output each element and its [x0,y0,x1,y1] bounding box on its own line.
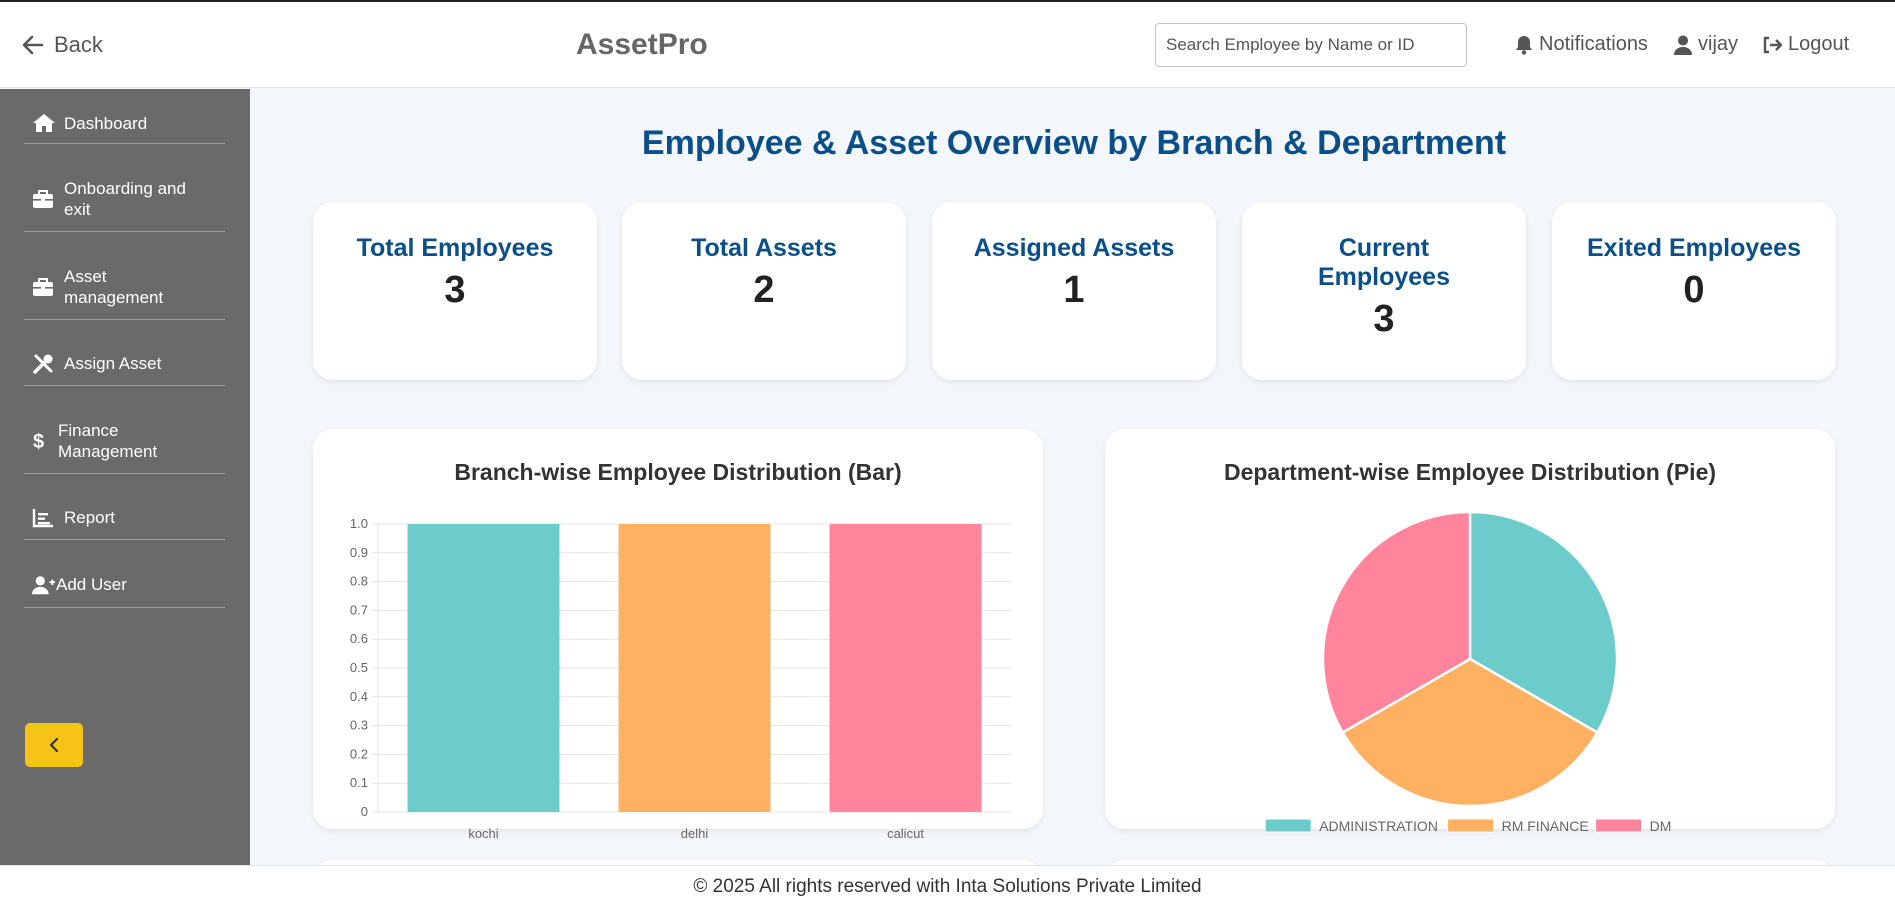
stat-card-exited-employees: Exited Employees 0 [1552,202,1836,380]
sidebar-item-label: Report [64,508,116,527]
chevron-left-icon [49,738,59,752]
back-label: Back [54,32,103,57]
top-border [0,0,1895,2]
sidebar-item-asset-management[interactable]: Asset management [24,254,225,320]
y-tick-label: 0.8 [350,574,368,589]
sidebar-item-label: Asset management [64,266,164,307]
bar-chart-card: Branch-wise Employee Distribution (Bar) … [313,429,1043,841]
notifications-label: Notifications [1539,33,1648,55]
dollar-icon: $ [24,430,52,452]
home-icon [24,113,58,133]
pie-slice [1340,657,1600,808]
user-plus-icon [24,575,56,595]
stat-label: Total Assets [691,234,837,262]
sidebar: Dashboard Onboarding and exit Asset mana… [0,89,250,865]
stat-value: 0 [1683,269,1705,311]
y-tick-label: 0 [361,804,368,819]
user-menu[interactable]: vijay [1674,33,1738,56]
sidebar-item-finance-management[interactable]: $ Finance Management [24,408,225,474]
logout-icon [1763,36,1782,53]
y-tick-label: 0.7 [350,602,368,617]
chart-icon [24,508,58,528]
sidebar-item-label: Finance Management [58,420,158,461]
x-tick-label: kochi [468,826,498,841]
sidebar-item-report[interactable]: Report [24,496,225,540]
sidebar-item-onboarding[interactable]: Onboarding and exit [24,166,225,232]
page-title: Employee & Asset Overview by Branch & De… [641,124,1507,162]
tools-icon [24,353,58,375]
stat-label: Exited Employees [1587,234,1801,262]
app-brand: AssetPro [576,28,708,61]
sidebar-item-label: Assign Asset [64,354,162,373]
pie-slice [1321,510,1472,735]
stat-value: 1 [1063,269,1085,311]
pie-slice [1468,510,1619,735]
footer: © 2025 All rights reserved with Inta Sol… [0,865,1895,907]
y-tick-label: 0.5 [350,660,368,675]
stat-value: 3 [444,269,466,311]
y-tick-label: 1.0 [350,516,368,531]
legend-swatch [1264,818,1312,833]
user-icon [1674,35,1692,55]
stat-value: 3 [1373,298,1395,340]
stat-card-total-employees: Total Employees 3 [313,202,597,380]
legend-swatch [1595,818,1643,833]
stat-label: Total Employees [356,234,554,262]
stat-card-current-employees: Current Employees 3 [1242,202,1526,380]
arrow-left-icon [22,35,44,55]
briefcase-icon [24,189,58,209]
sidebar-item-label: Add User [56,575,127,594]
legend-label: DM [1650,818,1672,834]
briefcase-icon [24,277,58,297]
bar-chart-title: Branch-wise Employee Distribution (Bar) [454,459,902,485]
sidebar-item-assign-asset[interactable]: Assign Asset [24,342,225,386]
logout-label: Logout [1788,33,1850,55]
pie-chart-card: Department-wise Employee Distribution (P… [1105,429,1835,834]
legend-label: RM FINANCE [1502,818,1589,834]
x-tick-label: delhi [681,826,709,841]
stat-card-total-assets: Total Assets 2 [622,202,906,380]
stat-label: Assigned Assets [973,234,1175,262]
bar [829,524,982,812]
y-tick-label: 0.4 [350,689,368,704]
username-label: vijay [1698,33,1739,55]
back-button[interactable]: Back [22,32,103,58]
bell-icon [1516,35,1532,55]
logout-button[interactable]: Logout [1762,33,1849,56]
y-tick-label: 0.6 [350,631,368,646]
pie-chart: ADMINISTRATION RM FINANCE DM [1264,510,1671,834]
search-employee-input[interactable] [1155,23,1467,67]
pie-chart-title: Department-wise Employee Distribution (P… [1223,459,1717,485]
dashboard-main: Employee & Asset Overview by Branch & De… [272,92,1876,882]
stat-value: 2 [753,269,775,311]
sidebar-item-add-user[interactable]: Add User [24,562,225,608]
sidebar-item-label: Dashboard [64,113,148,133]
stat-card-assigned-assets: Assigned Assets 1 [932,202,1216,380]
app-header: Back AssetPro Notifications vijay Logout [0,2,1895,88]
legend-label: ADMINISTRATION [1319,818,1438,834]
y-tick-label: 0.1 [350,775,368,790]
legend-swatch [1447,818,1495,833]
bar-chart: 0 0.1 0.2 0.3 0.4 0.5 0.6 0.7 0.8 0.9 1.0 kochi delh… [350,516,1011,841]
svg-text:$: $ [33,431,44,452]
y-tick-label: 0.3 [350,718,368,733]
sidebar-item-dashboard[interactable]: Dashboard [24,103,225,144]
y-tick-label: 0.2 [350,746,368,761]
bar [407,524,560,812]
notifications-link[interactable]: Notifications [1515,33,1648,56]
bar [618,524,771,812]
y-tick-label: 0.9 [350,545,368,560]
stat-label: Current Employees [1317,234,1450,291]
sidebar-item-label: Onboarding and exit [64,178,186,219]
x-tick-label: calicut [887,826,924,841]
sidebar-collapse-button[interactable] [25,723,83,767]
